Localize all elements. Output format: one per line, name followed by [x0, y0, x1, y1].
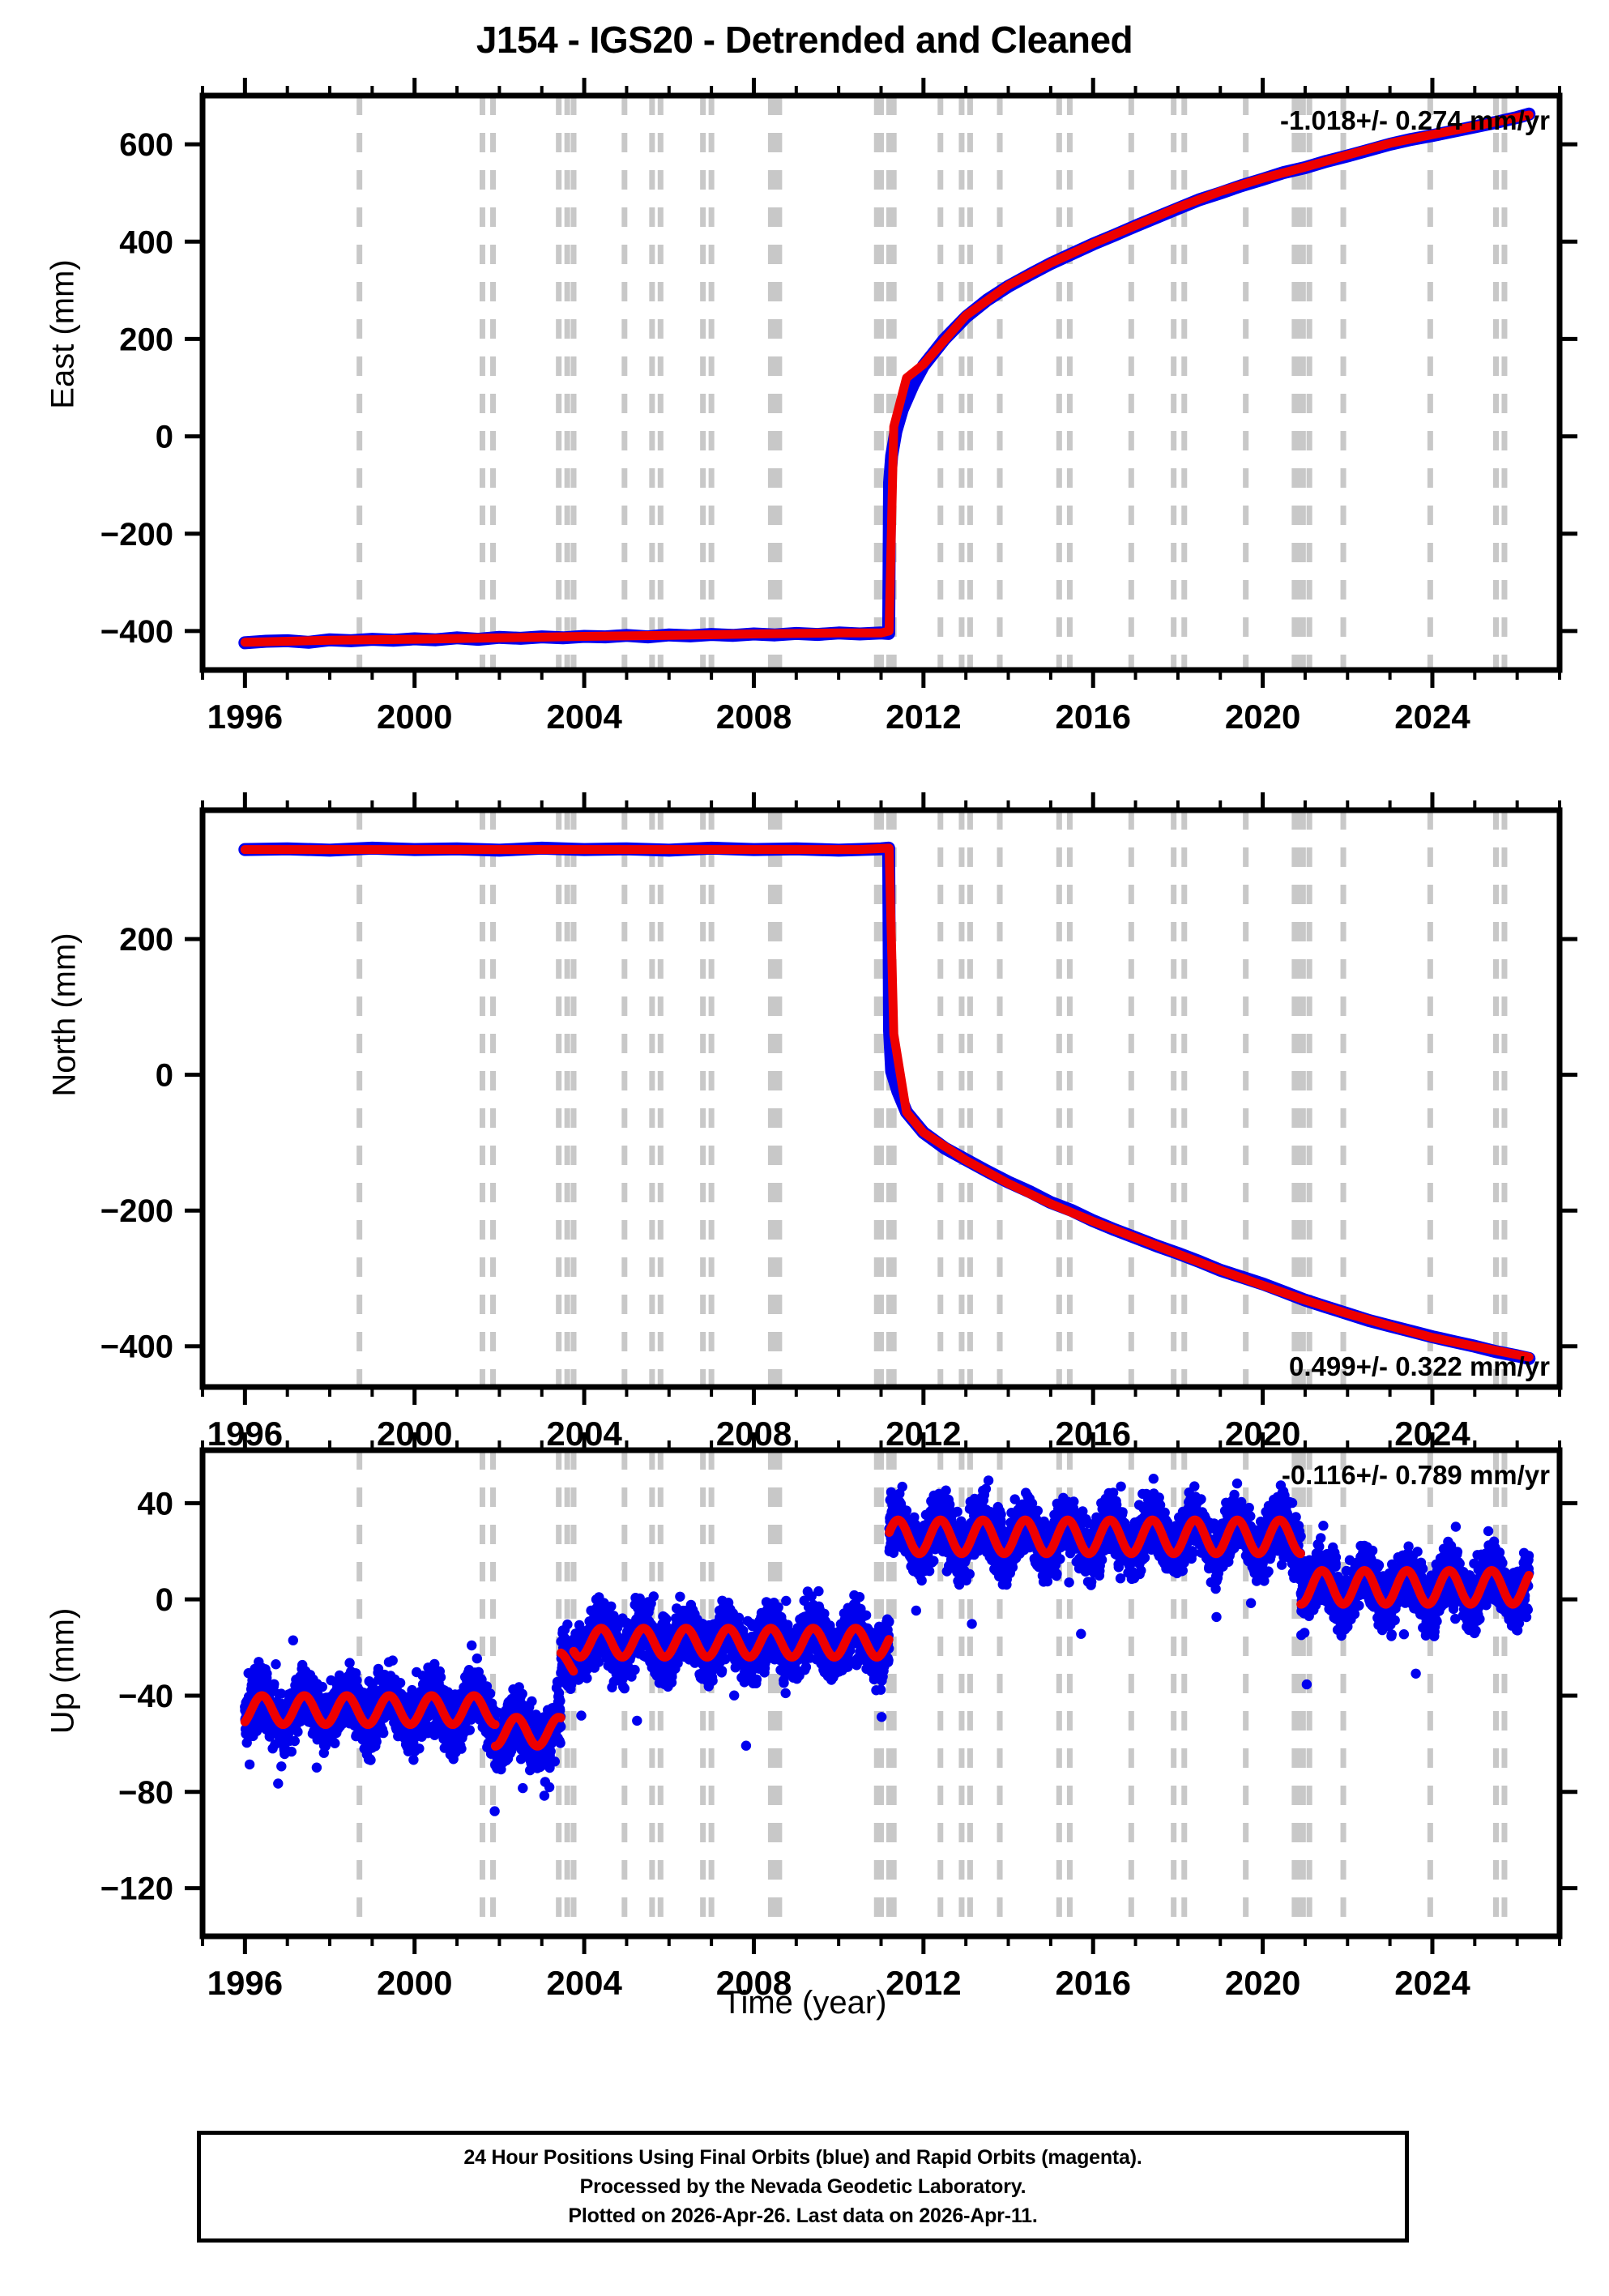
x-tick-label-up-5: 2016 [1056, 1964, 1131, 2002]
caption-line-1: 24 Hour Positions Using Final Orbits (bl… [463, 2146, 1142, 2169]
y-tick-label-north-1: −200 [100, 1193, 173, 1229]
figure-caption: 24 Hour Positions Using Final Orbits (bl… [197, 2131, 1409, 2243]
panel-plot-area-up [240, 1450, 1534, 1936]
y-tick-label-north-3: 200 [119, 922, 173, 958]
x-tick-label-up-6: 2020 [1225, 1964, 1300, 2002]
rate-annotation-east: -1.018+/- 0.274 mm/yr [1280, 105, 1550, 135]
x-tick-label-up-1: 2000 [377, 1964, 452, 2002]
axis-label-time: Time (year) [722, 1985, 887, 2021]
y-tick-label-up-3: 0 [156, 1582, 173, 1618]
x-tick-label-up-7: 2024 [1394, 1964, 1470, 2002]
x-tick-label-up-2: 2004 [546, 1964, 622, 2002]
caption-line-3: Plotted on 2026-Apr-26. Last data on 202… [568, 2204, 1038, 2227]
caption-line-2: Processed by the Nevada Geodetic Laborat… [579, 2175, 1026, 2198]
panel-plot-area-north [238, 810, 1536, 1387]
y-tick-label-east-2: 0 [156, 420, 173, 455]
rate-annotation-north: 0.499+/- 0.322 mm/yr [1289, 1351, 1550, 1381]
page-title: J154 - IGS20 - Detrended and Cleaned [476, 19, 1133, 61]
y-tick-label-east-0: −400 [100, 614, 173, 650]
y-tick-label-north-0: −400 [100, 1329, 173, 1365]
x-tick-label-up-4: 2012 [886, 1964, 961, 2002]
x-tick-label-east-4: 2012 [886, 698, 961, 736]
x-tick-label-east-3: 2008 [716, 698, 792, 736]
y-tick-label-east-4: 400 [119, 224, 173, 260]
y-tick-label-up-4: 40 [138, 1486, 174, 1521]
x-tick-label-east-5: 2016 [1056, 698, 1131, 736]
y-tick-label-east-1: −200 [100, 517, 173, 553]
x-tick-label-east-2: 2004 [546, 698, 622, 736]
x-tick-label-east-1: 2000 [377, 698, 452, 736]
x-tick-label-up-3: 2008 [716, 1964, 792, 2002]
panel-plot-area-east [238, 96, 1536, 670]
y-tick-label-up-1: −80 [118, 1775, 173, 1811]
rate-annotation-up: -0.116+/- 0.789 mm/yr [1282, 1460, 1550, 1490]
y-tick-label-north-2: 0 [156, 1058, 173, 1094]
y-tick-label-east-3: 200 [119, 322, 173, 357]
x-tick-label-east-7: 2024 [1394, 698, 1470, 736]
x-tick-label-east-6: 2020 [1225, 698, 1300, 736]
x-tick-label-up-0: 1996 [207, 1964, 283, 2002]
y-tick-label-up-0: −120 [100, 1871, 173, 1907]
y-tick-label-up-2: −40 [118, 1679, 173, 1714]
y-tick-label-east-5: 600 [119, 127, 173, 163]
x-tick-label-east-0: 1996 [207, 698, 283, 736]
